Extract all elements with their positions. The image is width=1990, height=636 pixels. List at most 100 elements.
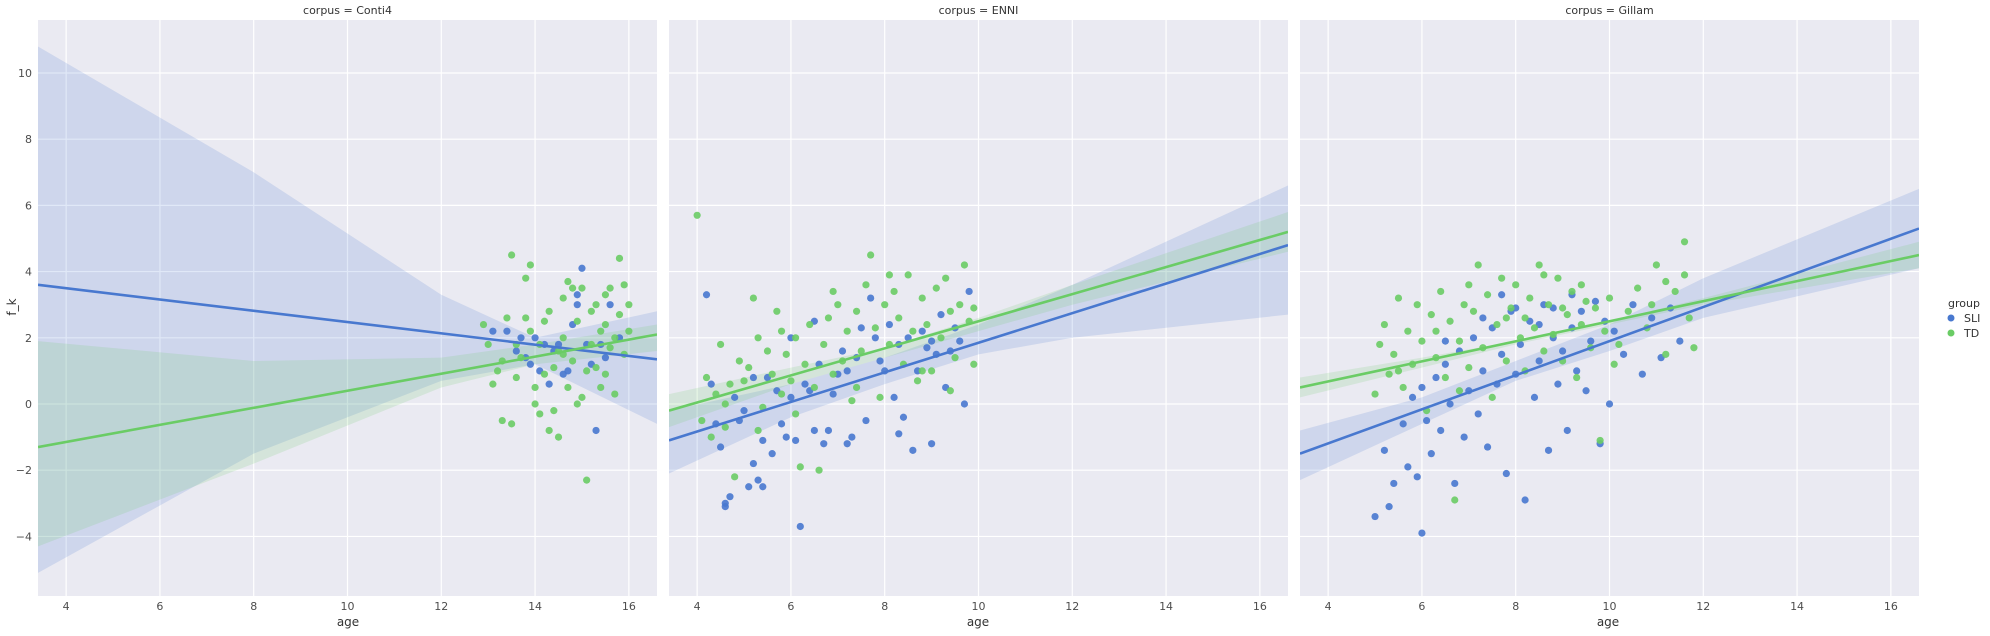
y-tick-label: 4 [25,266,32,279]
data-point-td [1502,357,1510,365]
data-point-td [587,307,595,315]
x-axis-label-enni: age [967,615,989,629]
data-point-td [1680,271,1689,279]
data-point-td [890,287,898,296]
data-point-sli [965,287,973,296]
data-point-sli [895,430,903,438]
data-point-td [540,317,549,325]
data-point-td [1380,320,1389,329]
data-point-sli [721,503,729,511]
data-point-sli [843,440,851,448]
data-point-td [895,314,903,322]
data-point-td [1624,307,1632,315]
data-point-sli [1483,443,1492,451]
data-point-sli [1498,350,1506,358]
data-point-sli [707,380,715,388]
regression-line-td [38,333,657,449]
data-point-sli [810,426,818,435]
data-point-sli [1591,297,1600,305]
data-point-td [843,327,851,335]
data-point-td [1690,344,1698,352]
data-point-sli [740,407,748,415]
data-point-sli [545,380,553,388]
x-tick-label: 16 [1253,600,1267,613]
x-tick-label: 4 [63,600,70,613]
data-point-sli [909,446,917,454]
facet-title-conti4: corpus = Conti4 [303,4,392,17]
data-point-td [698,416,706,425]
data-point-td [909,327,917,335]
data-point-td [1455,387,1464,395]
data-point-td [956,301,964,309]
data-point-td [606,284,614,292]
data-point-td [1526,294,1534,302]
data-point-sli [848,433,856,441]
data-point-td [1512,281,1520,289]
data-point-td [601,370,610,378]
data-point-td [526,327,534,335]
x-axis-label-conti4: age [337,615,359,629]
data-point-sli [702,291,711,299]
data-point-td [970,304,978,312]
data-point-td [1498,274,1506,282]
data-point-sli [1605,400,1614,408]
data-point-td [601,320,610,329]
data-point-td [1385,370,1393,378]
data-point-td [1446,317,1454,325]
data-point-sli [768,450,776,458]
data-point-sli [801,380,809,388]
data-point-sli [1559,347,1567,355]
data-point-sli [749,459,758,468]
data-point-td [792,410,800,418]
facet-panels: 4 6 8 10 12 14 16 −4 −2 0 2 4 6 8 10 corpus = Conti4 4 6 8… [16,4,1919,613]
data-point-sli [573,291,581,299]
data-point-td [829,370,837,378]
data-point-td [606,344,614,352]
data-point-td [1493,320,1501,329]
data-point-sli [1437,426,1445,435]
data-point-td [970,360,978,368]
data-point-sli [1573,367,1581,375]
data-point-sli [1577,307,1585,315]
data-point-sli [517,334,525,342]
data-point-td [1596,436,1604,445]
data-point-td [773,307,781,315]
x-tick-label: 12 [434,600,448,613]
data-point-td [578,393,586,401]
data-point-td [1488,393,1496,401]
data-point-sli [1563,426,1571,435]
data-point-td [601,291,610,299]
data-point-td [815,466,823,474]
data-point-td [1662,350,1670,358]
data-point-td [876,393,884,401]
x-tick-label: 8 [881,600,888,613]
y-tick-label: 2 [25,332,32,345]
data-point-sli [1479,367,1487,375]
data-point-td [489,380,497,388]
data-point-sli [1399,420,1407,428]
data-point-sli [726,493,734,501]
data-point-sli [754,476,762,484]
data-point-sli [1535,357,1543,365]
data-point-td [707,433,715,441]
data-point-td [611,390,619,398]
data-point-td [1502,314,1510,322]
legend-label-td: TD [1963,327,1979,340]
data-point-sli [1380,446,1389,454]
data-point-td [721,400,729,408]
data-point-sli [1371,512,1379,521]
data-point-td [726,380,734,388]
data-point-sli [782,433,790,441]
data-point-td [918,367,926,375]
data-point-sli [1638,370,1646,378]
x-tick-label: 8 [1512,600,1519,613]
data-point-td [550,407,558,415]
data-point-td [1483,291,1492,299]
x-tick-label: 12 [1065,600,1079,613]
data-point-td [852,383,861,392]
data-point-td [559,334,567,342]
data-point-td [834,301,842,309]
data-point-td [1540,271,1548,279]
data-point-sli [792,436,800,445]
data-point-sli [1530,393,1539,401]
